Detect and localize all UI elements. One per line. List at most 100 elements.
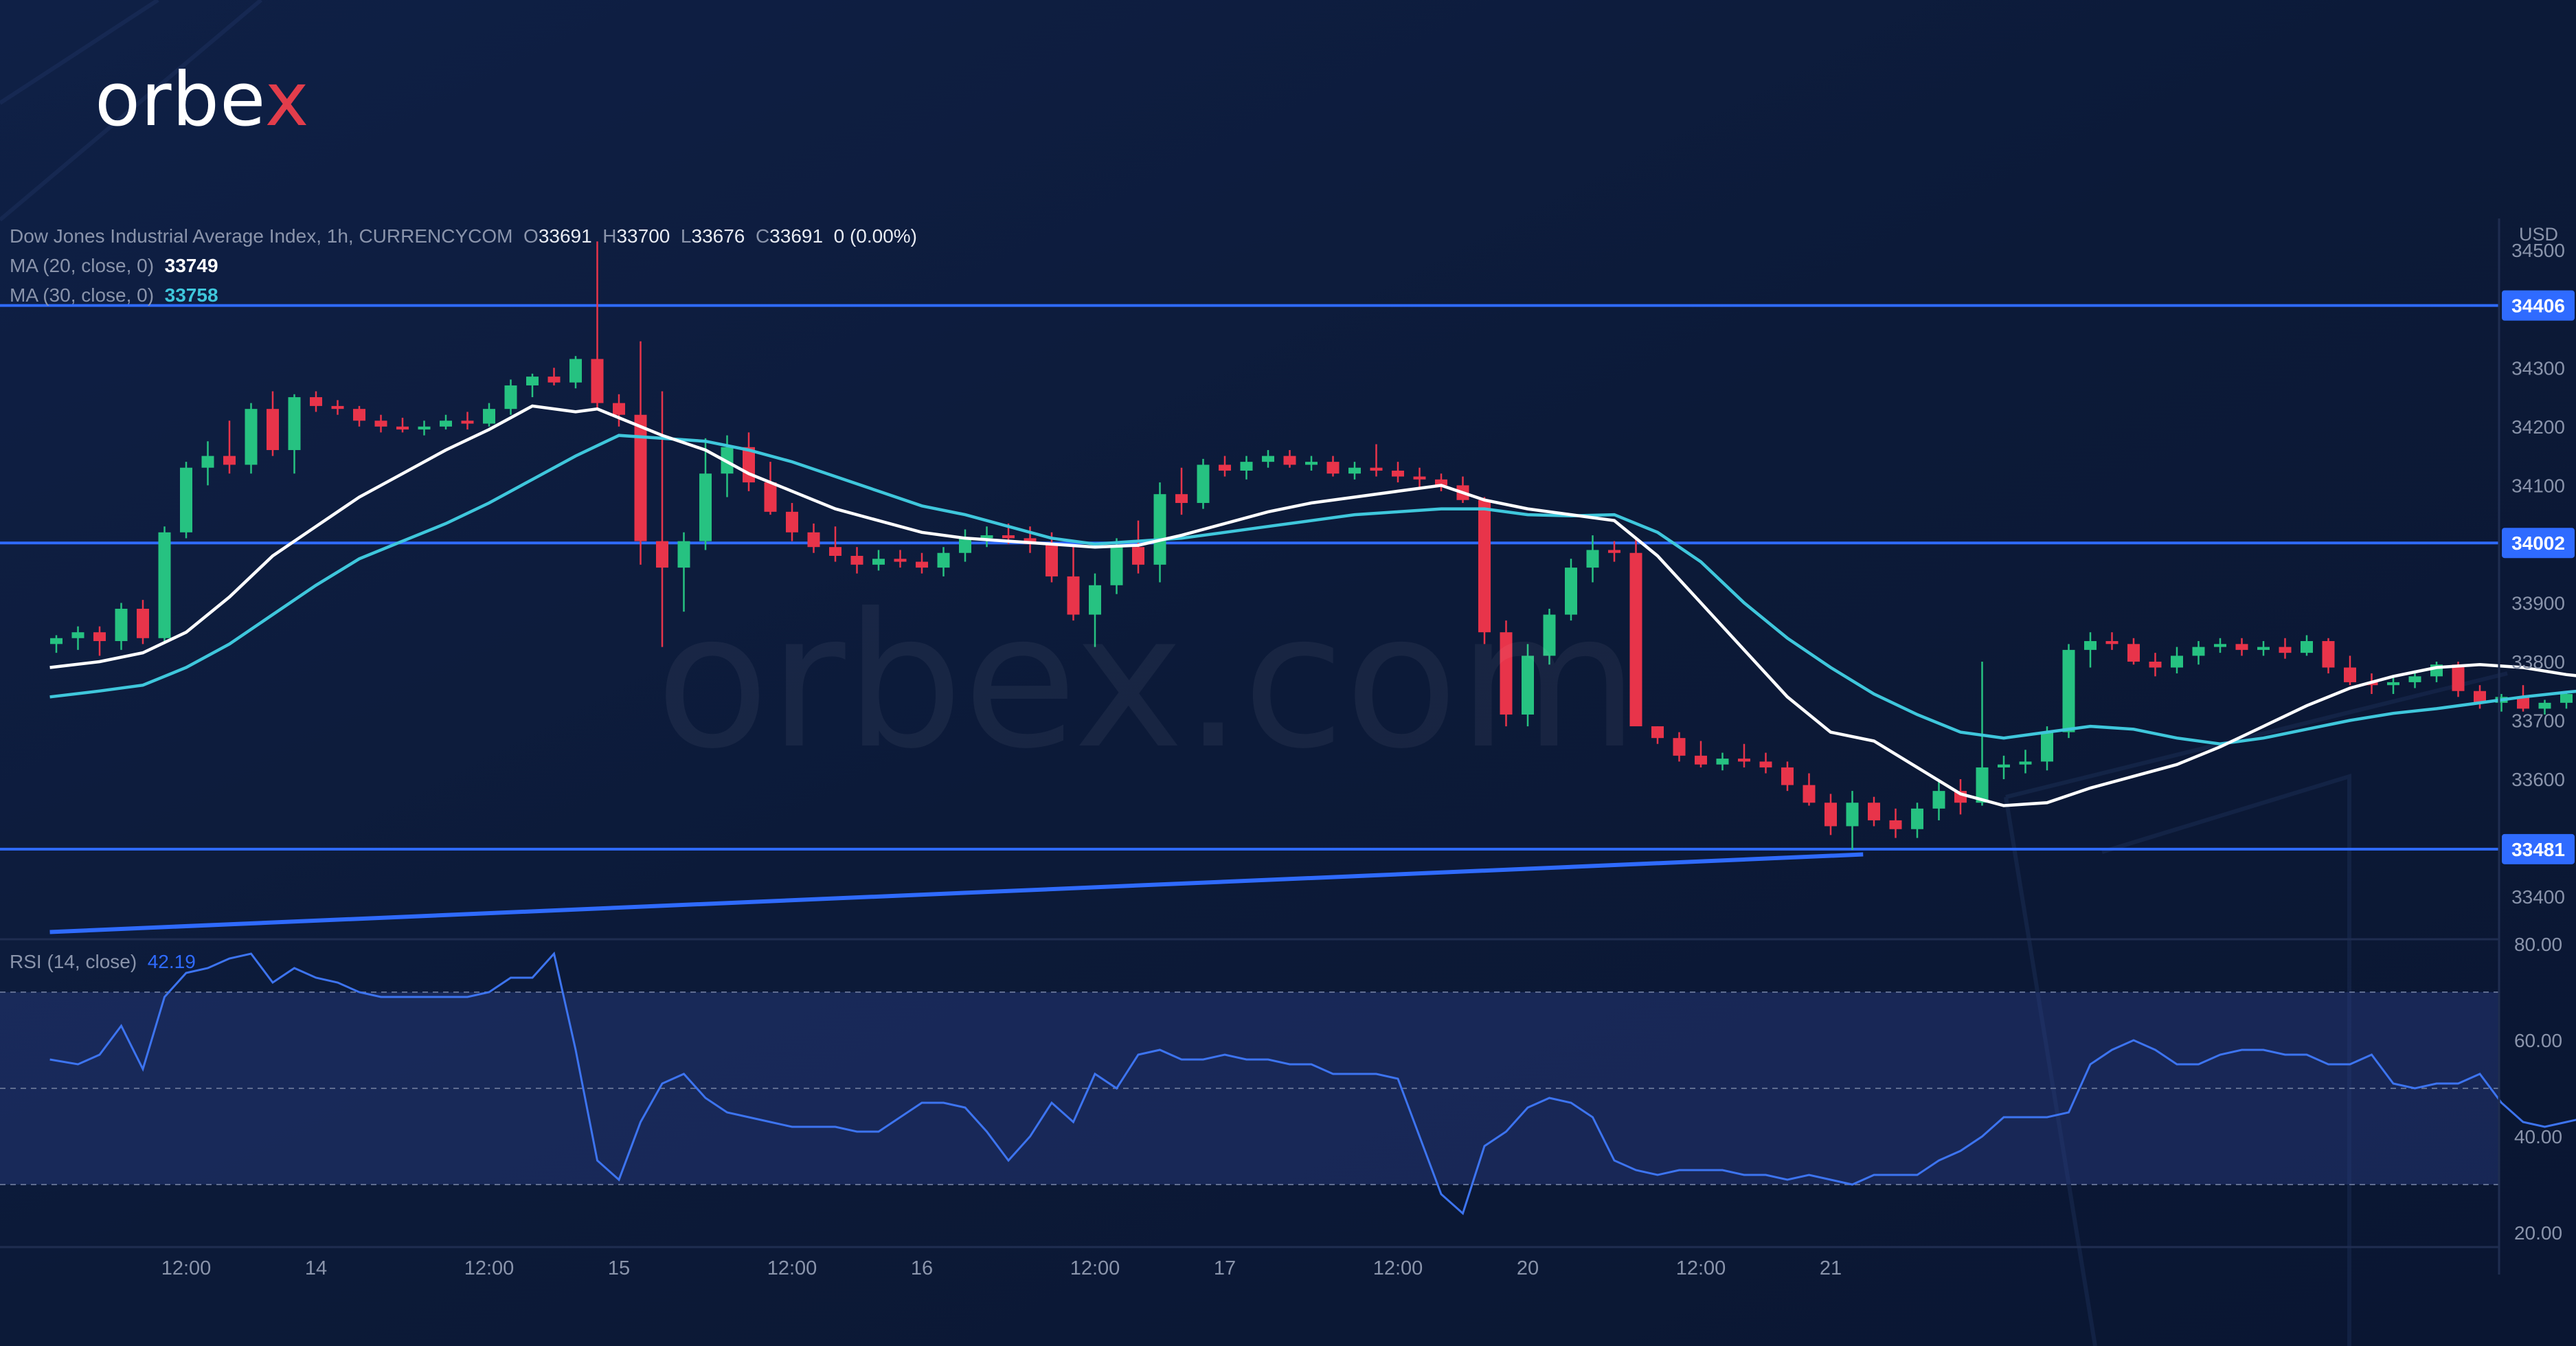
candle-body — [201, 456, 214, 468]
candle — [2322, 638, 2335, 674]
rsi-line — [49, 951, 2576, 1215]
ma30-value: 33758 — [164, 284, 218, 306]
candle — [180, 462, 192, 539]
decorative-shapes — [0, 0, 2508, 1346]
candle-body — [591, 359, 604, 403]
price-tick-label: 33700 — [2511, 710, 2565, 732]
candle-body — [2560, 694, 2573, 703]
candle-body — [1868, 803, 1880, 820]
candle — [916, 552, 928, 574]
candle-body — [1716, 759, 1729, 765]
candle-body — [440, 420, 452, 427]
close-label: C — [755, 225, 770, 247]
candle-body — [850, 556, 863, 565]
price-tick-label: 33600 — [2511, 769, 2565, 790]
trendline-layer — [49, 852, 1864, 934]
candle-body — [872, 559, 885, 565]
time-tick-label: 12:00 — [161, 1257, 212, 1279]
candle — [1283, 450, 1296, 468]
time-tick-label: 17 — [1214, 1257, 1236, 1279]
candle — [418, 420, 431, 436]
candle — [764, 462, 777, 515]
candle-body — [158, 532, 171, 638]
candle — [613, 394, 625, 427]
candle-body — [2257, 647, 2270, 650]
high-label: H — [602, 225, 617, 247]
price-tick-label: 33800 — [2511, 651, 2565, 673]
candle — [1759, 752, 1772, 774]
candle-body — [1435, 479, 1447, 486]
candle-body — [115, 608, 128, 642]
candle — [288, 394, 301, 474]
candle-body — [2235, 644, 2248, 650]
logo-text: orbe — [95, 57, 265, 143]
candle-body — [483, 409, 495, 424]
candle — [115, 603, 128, 650]
candle — [396, 417, 409, 433]
ma20-value: 33749 — [164, 255, 218, 276]
candles-layer — [50, 241, 2573, 850]
candle-body — [245, 409, 258, 465]
candle-body — [310, 397, 322, 406]
candle — [267, 391, 279, 456]
orbex-logo: orbex — [95, 63, 310, 137]
candle-body — [2517, 697, 2529, 709]
candle — [2344, 655, 2356, 686]
price-tick-label: 34500 — [2511, 240, 2565, 261]
candle-body — [2062, 649, 2075, 732]
candle-body — [2041, 732, 2053, 762]
candle-body — [137, 608, 149, 638]
candle-body — [1803, 785, 1816, 803]
low-value: 33676 — [691, 225, 745, 247]
candle-body — [504, 385, 517, 410]
ma20-line — [49, 404, 2576, 807]
candle-body — [916, 561, 928, 568]
candle-body — [1413, 476, 1426, 480]
candle-body — [2171, 655, 2183, 668]
candle-body — [1998, 764, 2010, 767]
candle — [1716, 752, 1729, 771]
candle — [1846, 791, 1859, 850]
time-tick-label: 15 — [608, 1257, 630, 1279]
candle — [1998, 755, 2010, 780]
time-tick-label: 14 — [305, 1257, 327, 1279]
candle-body — [656, 541, 668, 568]
candle — [353, 405, 365, 427]
candle — [331, 400, 344, 415]
candle-body — [223, 456, 236, 465]
candle — [569, 356, 582, 389]
candle — [504, 379, 517, 415]
candle-body — [2127, 644, 2140, 662]
candle-body — [2387, 682, 2399, 686]
candle — [2062, 644, 2075, 739]
candle-body — [1738, 759, 1750, 762]
candle — [1413, 467, 1426, 489]
candle-body — [547, 377, 561, 383]
candle-body — [1478, 500, 1491, 633]
ohlc-legend: Dow Jones Industrial Average Index, 1h, … — [10, 225, 917, 247]
candle-body — [1067, 576, 1080, 615]
price-tick-label: 34200 — [2511, 416, 2565, 438]
candle — [1608, 541, 1620, 562]
candle-body — [569, 359, 582, 383]
candle-body — [764, 482, 777, 512]
candle-body — [1240, 462, 1253, 471]
candle-body — [1110, 547, 1123, 585]
candle — [1089, 573, 1101, 647]
candle — [937, 547, 950, 576]
candle-body — [353, 409, 365, 421]
open-label: O — [523, 225, 539, 247]
candle — [1132, 520, 1144, 574]
candle — [1153, 482, 1166, 583]
candle — [526, 373, 539, 398]
candle — [483, 403, 495, 427]
time-tick-label: 12:00 — [1676, 1257, 1726, 1279]
candle-body — [1565, 568, 1577, 615]
candle-body — [613, 403, 625, 415]
candle-body — [1586, 550, 1599, 568]
candle-body — [1262, 456, 1274, 462]
candle — [1240, 456, 1253, 480]
